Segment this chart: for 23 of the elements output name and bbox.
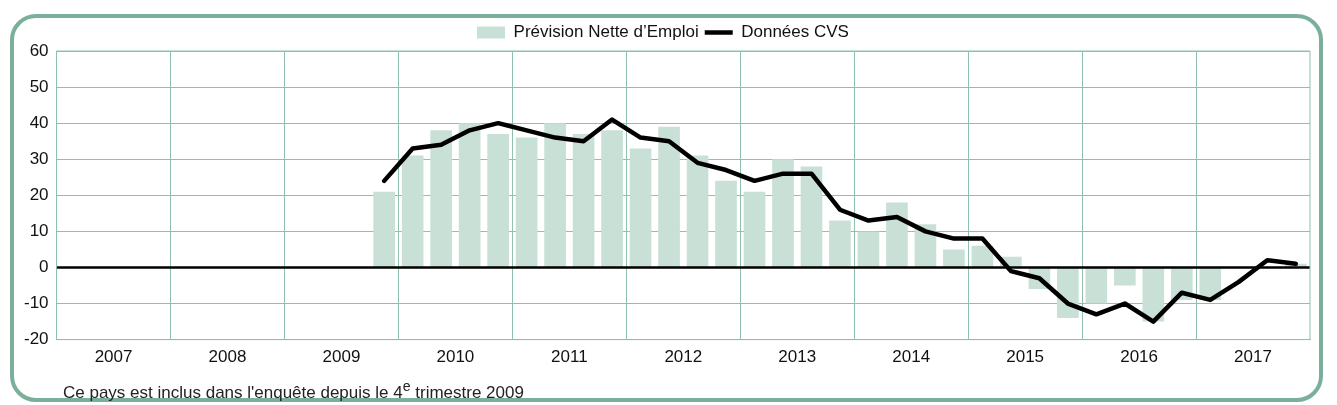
x-tick-label: 2015: [1006, 347, 1045, 367]
y-tick-label: 20: [29, 184, 49, 204]
y-tick-label: 40: [29, 112, 49, 132]
y-tick-label: 30: [29, 148, 49, 168]
x-tick-label: 2009: [322, 347, 361, 367]
x-tick-label: 2008: [208, 347, 247, 367]
y-tick-label: 50: [29, 76, 49, 96]
x-tick-label: 2007: [94, 347, 133, 367]
text: Ce pays est inclus dans l'enquête depuis le 4$^{e}$ trimestre 2009: [63, 378, 524, 403]
y-tick-label: -10: [23, 293, 49, 313]
legend-label: Données CVS: [741, 22, 849, 42]
x-tick-label: 2016: [1120, 347, 1158, 367]
x-tick-label: 2017: [1234, 347, 1272, 367]
legend-label: Prévision Nette d’Emploi: [513, 22, 699, 42]
y-tick-label: -20: [23, 329, 49, 349]
x-tick-label: 2011: [551, 347, 588, 367]
x-tick-label: 2013: [778, 347, 817, 367]
x-tick-label: 2012: [664, 347, 703, 367]
x-tick-label: 2014: [892, 347, 931, 367]
y-tick-label: 0: [39, 257, 49, 277]
x-tick-label: 2010: [436, 347, 475, 367]
y-tick-label: 60: [29, 40, 49, 60]
y-tick-label: 10: [29, 221, 49, 241]
